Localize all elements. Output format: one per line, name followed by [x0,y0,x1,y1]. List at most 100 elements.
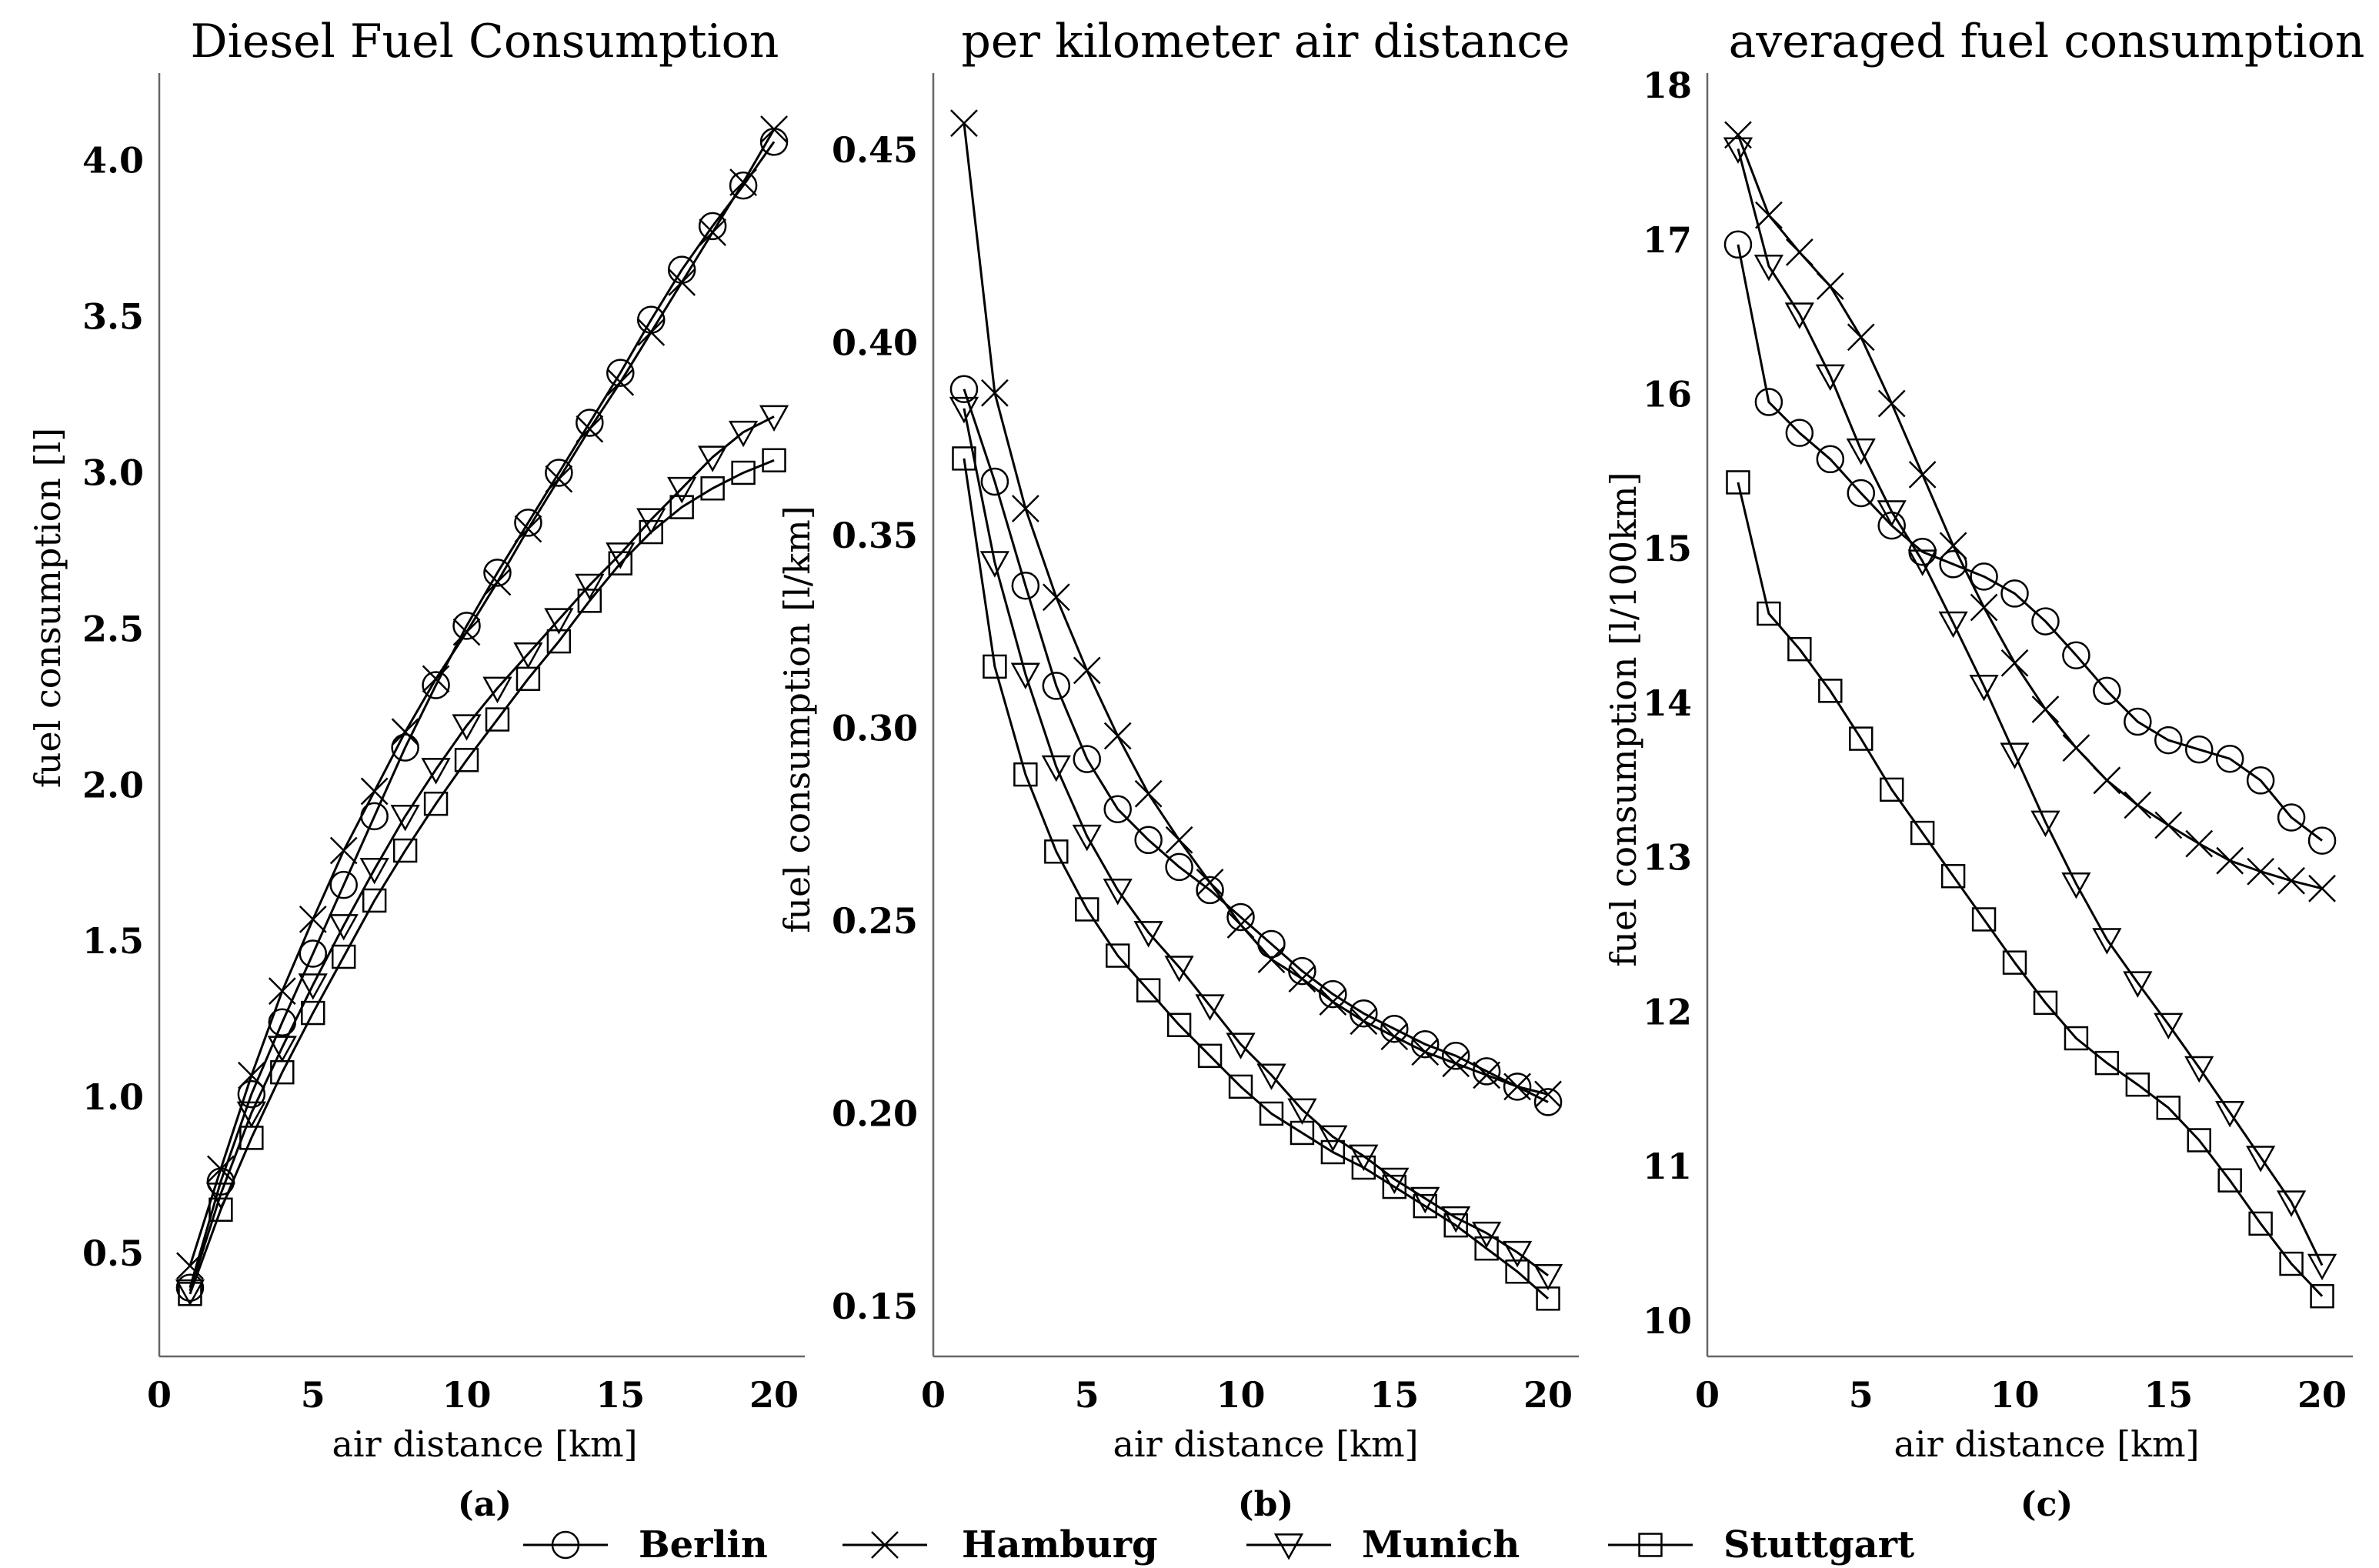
data-point-hamburg [1226,911,1255,939]
data-point-berlin [514,509,542,537]
data-point-berlin [422,671,450,699]
data-point-hamburg [2277,866,2305,895]
series-line-munich [1737,148,2324,1266]
subplot-b-xlabel: air distance [km] [1113,1423,1418,1465]
series-line-berlin [963,389,1549,1103]
data-point-hamburg [391,718,419,746]
data-point-stuttgart [1818,679,1843,703]
data-point-berlin [391,733,419,762]
series-line-hamburg [1737,134,2323,890]
data-point-stuttgart [1166,1013,1192,1037]
y-tick-label: 0.5 [82,1233,144,1274]
subplot-a-plot-area: 0 5 10 15 20 0.5 1.0 1.5 2.0 2.5 3.0 3.5 4.0 [82,73,805,1416]
data-point-hamburg [2185,829,2214,858]
data-point-hamburg [452,618,481,646]
data-point-berlin [1533,1088,1563,1116]
legend-label-munich: Munich [1362,1523,1520,1566]
y-tick-label: 2.5 [82,608,144,649]
data-point-berlin [1196,876,1224,905]
data-point-stuttgart [1382,1174,1406,1199]
data-point-stuttgart [1013,762,1038,787]
y-tick-label: 14 [1643,682,1692,724]
data-point-hamburg [1442,1049,1470,1078]
data-point-munich [452,714,482,741]
y-tick-label: 1.5 [82,920,144,962]
data-point-hamburg [1970,593,1998,622]
data-point-hamburg [1785,238,1813,266]
subplot-a-xlabel: air distance [km] [332,1423,637,1465]
data-point-munich [1784,302,1814,329]
data-point-stuttgart [2217,1168,2242,1193]
data-point-berlin [1134,826,1163,855]
data-point-hamburg [1816,272,1844,300]
data-point-hamburg [1134,779,1163,808]
data-point-munich [728,420,759,448]
data-point-stuttgart [952,446,976,471]
data-point-munich [1877,500,1907,527]
data-point-stuttgart [2002,950,2027,975]
y-tick-label: 10 [1643,1300,1692,1342]
data-point-berlin [2062,641,2090,669]
data-point-stuttgart [1910,820,1935,846]
y-tick-label: 3.5 [82,296,144,338]
data-point-stuttgart [1136,978,1161,1003]
data-point-hamburg [1196,869,1224,896]
data-point-hamburg [514,515,542,543]
data-point-hamburg [545,465,573,493]
data-point-stuttgart [2279,1251,2304,1276]
data-point-munich [298,973,328,1000]
y-tick-label: 17 [1643,219,1692,261]
x-tick-label: 5 [301,1374,325,1416]
data-point-stuttgart [2033,990,2058,1016]
data-point-hamburg [1503,1073,1531,1101]
data-point-berlin [545,459,573,487]
data-point-munich [667,476,697,504]
data-point-munich [2307,1253,2337,1281]
data-point-hamburg [729,168,757,196]
x-tick-label: 15 [1370,1374,1419,1416]
data-point-munich [1380,1167,1410,1195]
data-point-hamburg [2154,811,2183,839]
subplot-b-caption: (b) [1238,1485,1293,1524]
data-point-munich [1410,1186,1440,1214]
data-point-berlin [1970,562,1998,591]
data-point-hamburg [1288,965,1316,993]
data-point-munich [1287,1098,1317,1125]
data-point-stuttgart [1757,601,1781,626]
data-point-munich [544,608,574,635]
x-tick-label: 15 [2144,1374,2193,1416]
data-point-berlin [2124,707,2152,736]
data-point-munich [482,676,512,704]
data-point-stuttgart [1880,777,1904,802]
data-point-stuttgart [209,1197,233,1222]
x-tick-label: 0 [921,1374,946,1416]
x-marker-icon [871,1531,899,1559]
x-tick-label: 5 [1075,1374,1099,1416]
data-point-munich [1195,994,1225,1021]
data-point-berlin [2246,766,2275,795]
data-point-stuttgart [1106,943,1130,968]
data-point-stuttgart [2094,1050,2120,1076]
data-point-munich [949,396,979,424]
legend-entry-hamburg: Hamburg [842,1523,1158,1566]
subplot-a: Diesel Fuel Consumption fuel consumption… [27,15,805,1524]
data-point-stuttgart [2156,1096,2180,1120]
data-point-stuttgart [1474,1236,1499,1261]
data-point-berlin [2000,579,2029,608]
series-line-hamburg [189,128,776,1266]
data-point-hamburg [483,568,512,596]
data-point-hamburg [1877,389,1906,418]
data-point-munich [329,914,359,941]
data-point-stuttgart [1044,839,1069,864]
data-point-berlin [1723,230,1753,259]
data-point-berlin [949,375,979,403]
data-point-stuttgart [1726,470,1750,495]
data-point-stuttgart [1075,897,1099,922]
data-point-berlin [1011,571,1040,600]
data-point-munich [1164,956,1194,983]
subplot-c-caption: (c) [2020,1485,2073,1524]
data-point-hamburg [176,1252,204,1280]
subplot-c-plot-area: 0 5 10 15 20 10 11 12 13 14 15 16 17 18 [1643,65,2353,1416]
data-point-munich [1226,1033,1256,1059]
